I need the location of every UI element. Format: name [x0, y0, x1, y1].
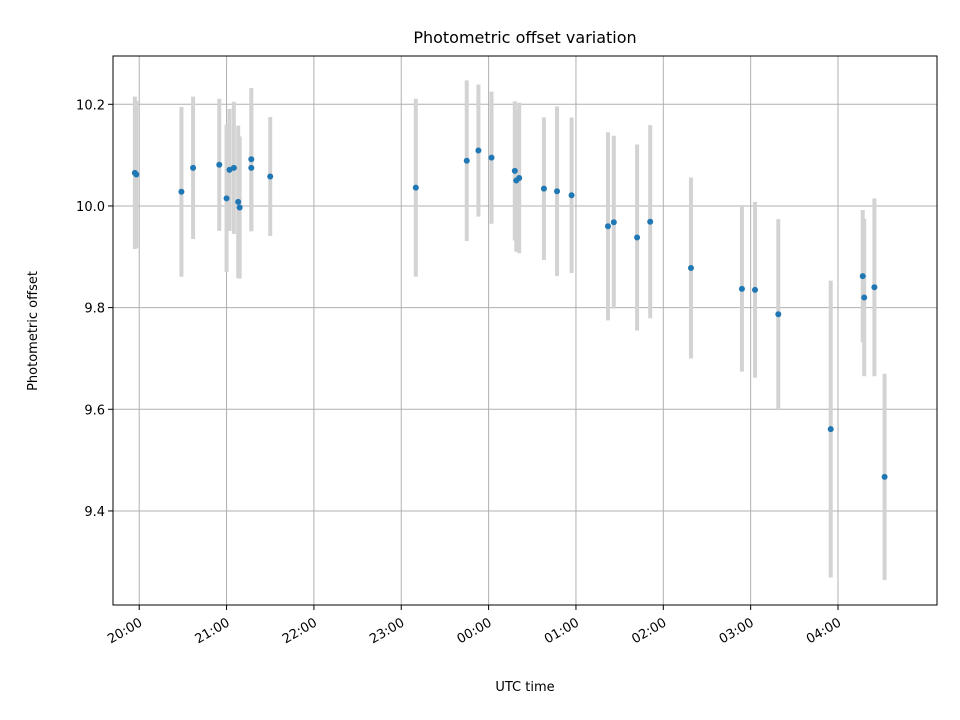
data-point [235, 198, 242, 205]
grid [113, 56, 937, 605]
data-point [133, 171, 140, 178]
y-tick-label: 9.6 [84, 403, 105, 418]
y-tick-label: 10.2 [76, 98, 105, 113]
data-point [216, 161, 223, 168]
data-point [871, 284, 878, 291]
data-point [554, 188, 561, 195]
data-point [516, 175, 523, 181]
data-point [190, 164, 197, 171]
data-point [859, 273, 866, 280]
data-point [463, 157, 470, 164]
y-tick-label: 9.8 [84, 302, 105, 317]
x-axis-label: UTC time [495, 680, 554, 695]
data-point [568, 192, 575, 199]
plot-frame [112, 55, 938, 606]
data-point [687, 264, 694, 271]
chart-title: Photometric offset variation [413, 28, 636, 47]
data-markers [131, 147, 888, 480]
data-point [236, 204, 243, 211]
data-point [511, 167, 518, 174]
data-point [540, 185, 547, 192]
data-point [752, 286, 759, 293]
data-point [738, 285, 745, 292]
data-point [604, 223, 611, 230]
y-tick-label: 9.4 [84, 505, 105, 520]
data-point [412, 184, 419, 191]
data-point [861, 294, 868, 301]
data-point [178, 188, 185, 195]
data-point [775, 311, 782, 318]
data-point [248, 164, 255, 171]
data-point [488, 154, 495, 161]
data-point [827, 426, 834, 433]
data-point [881, 473, 888, 480]
data-point [223, 195, 230, 202]
data-point [610, 219, 617, 226]
y-tick-label: 10.0 [76, 200, 105, 215]
data-point [475, 147, 482, 154]
data-point [267, 173, 274, 180]
y-axis-label: Photometric offset [26, 271, 41, 391]
data-point [647, 218, 654, 225]
data-point [230, 164, 237, 171]
data-point [634, 234, 641, 241]
data-point [248, 156, 255, 163]
y-axis: 9.4 9.6 9.8 10.0 10.2 [76, 98, 113, 520]
